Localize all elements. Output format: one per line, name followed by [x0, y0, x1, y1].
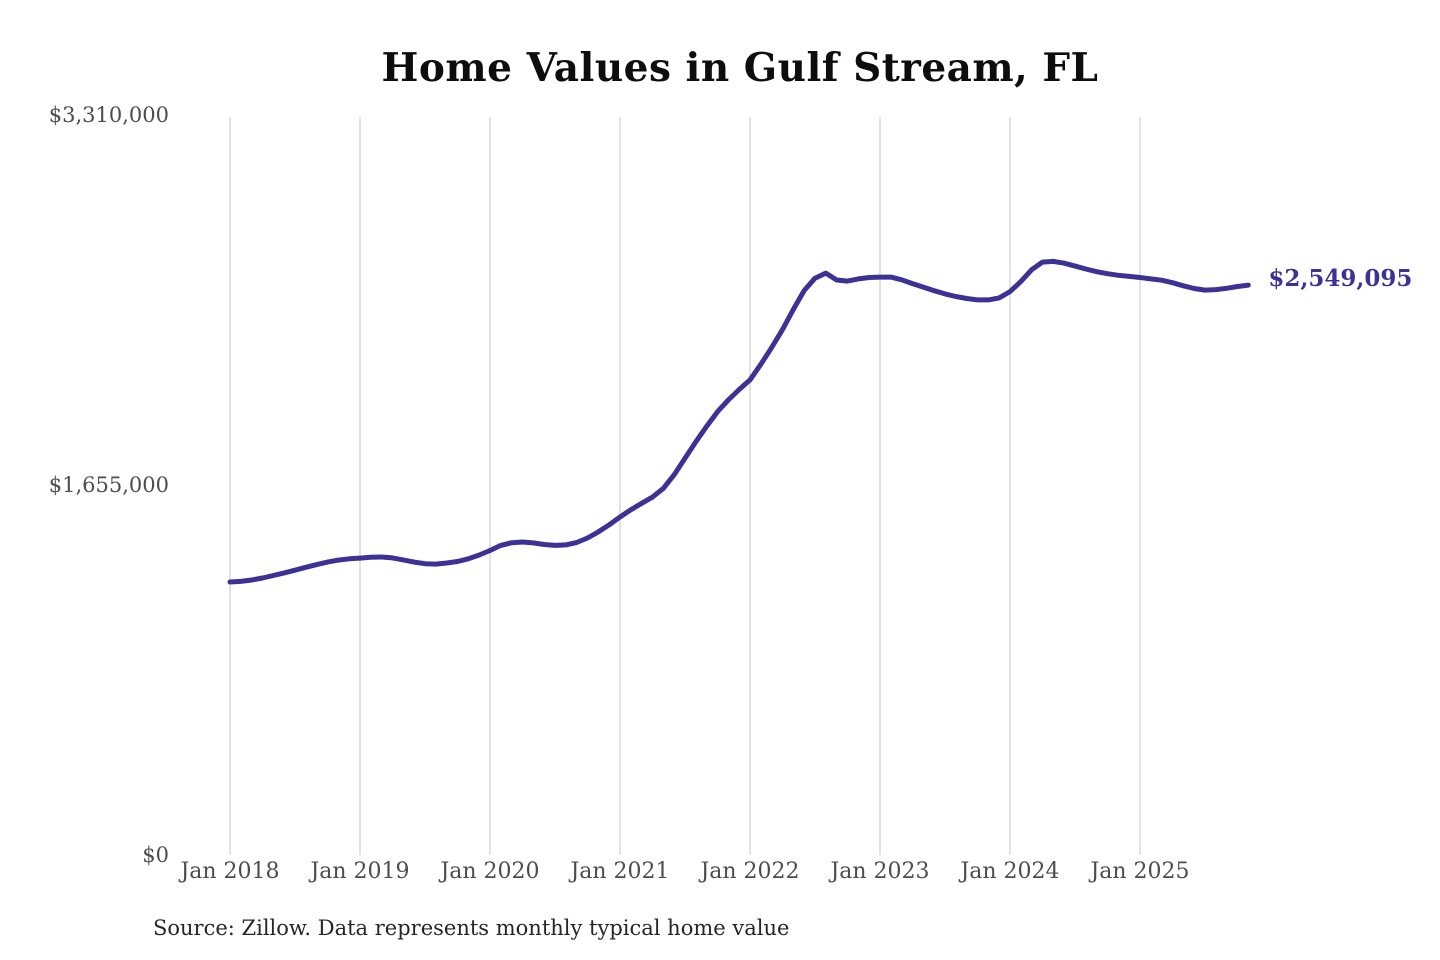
x-tick-label: Jan 2024 — [960, 859, 1060, 884]
x-tick-label: Jan 2025 — [1090, 859, 1190, 884]
x-tick-label: Jan 2020 — [440, 859, 540, 884]
y-tick-label: $0 — [142, 843, 169, 867]
gridlines — [229, 117, 1141, 855]
x-tick-label: Jan 2022 — [700, 859, 800, 884]
home-value-line — [227, 258, 1251, 585]
x-tick-label: Jan 2019 — [310, 859, 410, 884]
x-tick-label: Jan 2023 — [830, 859, 930, 884]
source-note: Source: Zillow. Data represents monthly … — [153, 916, 790, 940]
x-tick-label: Jan 2021 — [570, 859, 670, 884]
y-tick-label: $3,310,000 — [48, 103, 169, 127]
latest-value-label: $2,549,095 — [1268, 265, 1413, 293]
y-tick-label: $1,655,000 — [48, 473, 169, 497]
chart-title: Home Values in Gulf Stream, FL — [381, 45, 1099, 91]
x-tick-label: Jan 2018 — [180, 859, 280, 884]
